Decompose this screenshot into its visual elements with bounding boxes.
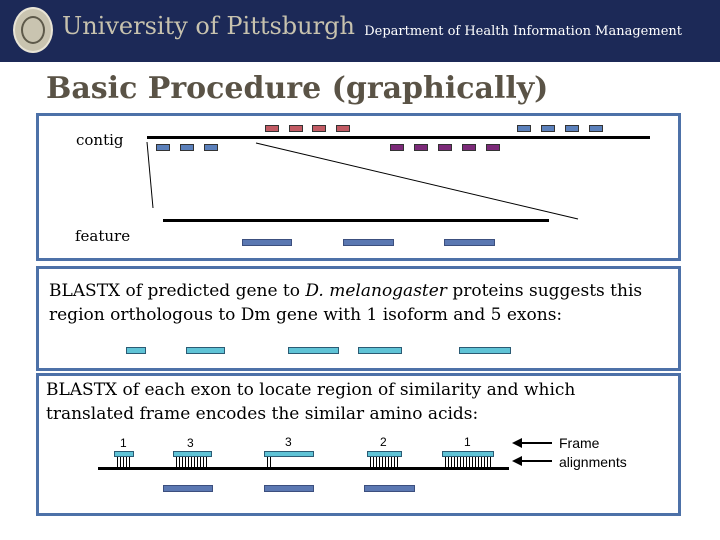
slide-title: Basic Procedure (graphically) <box>46 71 549 106</box>
contig-feature-panel <box>36 113 681 261</box>
blastx-exon-panel <box>36 373 681 516</box>
header-bar: University of Pittsburgh Department of H… <box>0 0 720 62</box>
alignment-ticks <box>267 457 273 470</box>
frame-number: 1 <box>120 436 127 450</box>
frame-alignment-bar <box>442 451 494 457</box>
match-red <box>289 125 303 132</box>
match-blue <box>180 144 194 151</box>
alignment-ticks <box>117 457 131 470</box>
organism-name: D. melanogaster <box>305 281 447 301</box>
genomic-exon <box>364 485 415 492</box>
feature-label: feature <box>75 227 131 245</box>
dm-exon <box>186 347 225 354</box>
dm-exon <box>358 347 402 354</box>
contig-label: contig <box>76 131 124 149</box>
frame-alignment-bar <box>114 451 134 457</box>
dm-exon <box>288 347 339 354</box>
frame-number: 1 <box>464 435 471 449</box>
university-name: University of Pittsburgh <box>62 12 355 40</box>
frame-alignment-bar <box>367 451 402 457</box>
genomic-exon <box>264 485 314 492</box>
frame-number: 3 <box>285 435 292 449</box>
match-blue <box>517 125 531 132</box>
genomic-line <box>98 467 509 470</box>
feature-exon <box>242 239 292 246</box>
match-red <box>336 125 350 132</box>
genomic-exon <box>163 485 213 492</box>
match-purple <box>486 144 500 151</box>
department-name: Department of Health Information Managem… <box>364 24 682 39</box>
match-blue <box>204 144 218 151</box>
university-seal-logo <box>13 7 53 53</box>
match-purple <box>438 144 452 151</box>
feature-exon <box>343 239 394 246</box>
match-purple <box>462 144 476 151</box>
alignment-ticks <box>176 457 208 470</box>
match-red <box>312 125 326 132</box>
match-purple <box>390 144 404 151</box>
blastx-gene-text: BLASTX of predicted gene to D. melanogas… <box>49 281 643 325</box>
frame-number: 2 <box>380 435 387 449</box>
contig-line <box>147 136 650 139</box>
frame-alignments-legend: Frame alignments <box>559 435 627 470</box>
dm-exon <box>126 347 146 354</box>
frame-number: 3 <box>187 436 194 450</box>
dm-exon <box>459 347 511 354</box>
match-blue <box>541 125 555 132</box>
blastx-exon-text: BLASTX of each exon to locate region of … <box>46 380 576 424</box>
frame-alignment-bar <box>264 451 314 457</box>
feature-line <box>163 219 549 222</box>
alignment-ticks <box>445 457 491 470</box>
match-red <box>265 125 279 132</box>
feature-exon <box>444 239 495 246</box>
match-blue <box>156 144 170 151</box>
frame-alignment-bar <box>173 451 212 457</box>
match-purple <box>414 144 428 151</box>
blastx-gene-panel <box>36 266 681 371</box>
alignment-ticks <box>370 457 398 470</box>
match-blue <box>589 125 603 132</box>
match-blue <box>565 125 579 132</box>
